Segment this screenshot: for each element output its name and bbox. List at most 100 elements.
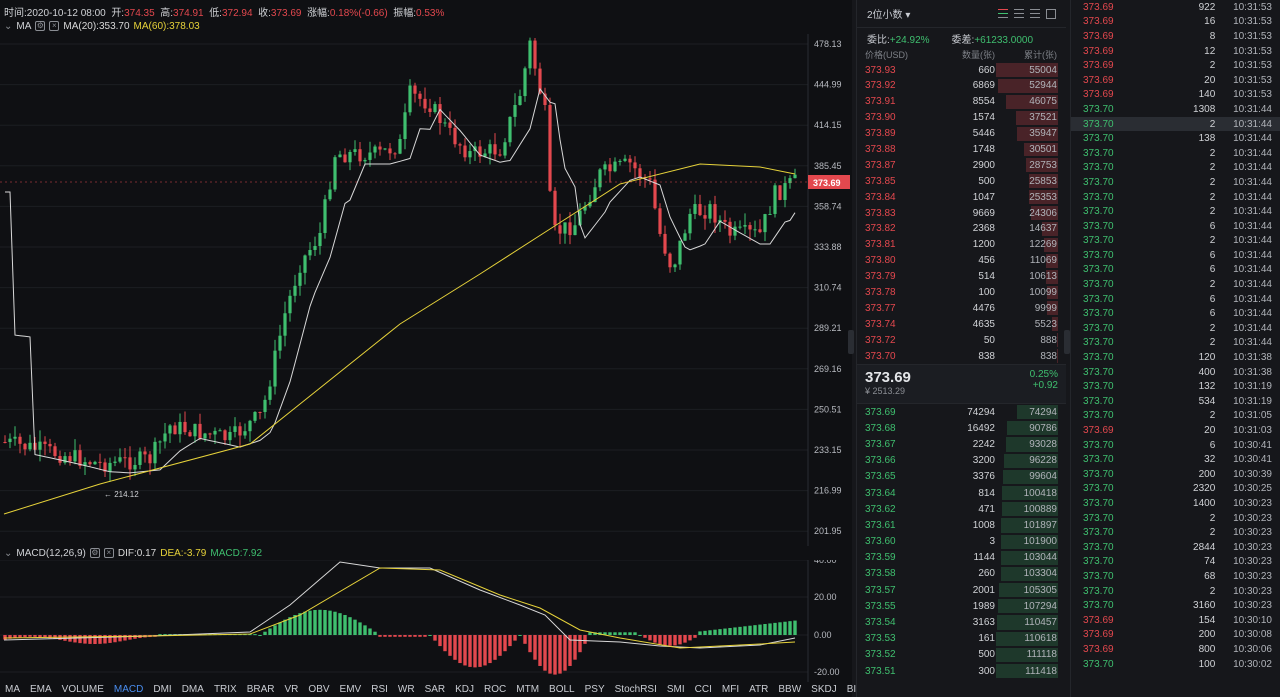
indicator-tab-obv[interactable]: OBV: [308, 684, 330, 695]
ask-row[interactable]: 373.87 2900 28753: [857, 157, 1066, 173]
ask-row[interactable]: 373.78 100 10099: [857, 285, 1066, 301]
collapse-chevron-icon[interactable]: ⌄: [4, 20, 13, 32]
candle: [218, 428, 222, 432]
close-icon[interactable]: ×: [103, 548, 114, 558]
collapse-chevron-icon[interactable]: ⌄: [4, 547, 13, 559]
bid-row[interactable]: 373.54 3163 110457: [857, 614, 1066, 630]
bid-row[interactable]: 373.58 260 103304: [857, 566, 1066, 582]
trade-time: 10:31:19: [1233, 395, 1272, 407]
indicator-tab-bbw[interactable]: BBW: [778, 684, 802, 695]
ask-row[interactable]: 373.74 4635 5523: [857, 316, 1066, 332]
macd-bar: [368, 628, 372, 635]
indicator-tab-cci[interactable]: CCI: [694, 684, 712, 695]
trade-quantity: 200: [1198, 468, 1216, 480]
ask-row[interactable]: 373.84 1047 25353: [857, 189, 1066, 205]
indicator-tab-dma[interactable]: DMA: [181, 684, 204, 695]
book-bids-icon[interactable]: [1014, 8, 1024, 18]
ask-row[interactable]: 373.88 1748 30501: [857, 142, 1066, 158]
bid-row[interactable]: 373.64 814 100418: [857, 485, 1066, 501]
indicator-tab-stochrsi[interactable]: StochRSI: [614, 684, 657, 695]
bid-row[interactable]: 373.52 500 111118: [857, 647, 1066, 663]
expand-icon[interactable]: [1046, 8, 1056, 19]
settings-icon[interactable]: ⚙: [89, 548, 100, 558]
indicator-tab-ema[interactable]: EMA: [30, 684, 52, 695]
indicator-tab-wr[interactable]: WR: [397, 684, 415, 695]
macd-bar: [308, 610, 312, 635]
ask-row[interactable]: 373.70 838 838: [857, 348, 1066, 364]
ask-row[interactable]: 373.90 1574 37521: [857, 110, 1066, 126]
ask-row[interactable]: 373.80 456 11069: [857, 253, 1066, 269]
bid-row[interactable]: 373.59 1144 103044: [857, 550, 1066, 566]
indicator-tab-skdj[interactable]: SKDJ: [811, 684, 837, 695]
trade-row: 373.70 2 10:31:44: [1071, 146, 1280, 161]
macd-chart[interactable]: 40.00 20.00 0.00 -20.00: [0, 560, 852, 682]
indicator-tab-rsi[interactable]: RSI: [371, 684, 388, 695]
order-amount: 3376: [972, 471, 995, 483]
ask-row[interactable]: 373.89 5446 35947: [857, 126, 1066, 142]
bid-row[interactable]: 373.68 16492 90786: [857, 420, 1066, 436]
indicator-tab-mfi[interactable]: MFI: [721, 684, 740, 695]
trade-row: 373.70 2 10:31:44: [1071, 116, 1280, 132]
high-value: 374.91: [173, 8, 204, 19]
trade-price: 373.70: [1083, 220, 1114, 232]
ask-row[interactable]: 373.93 660 55004: [857, 62, 1066, 78]
ask-row[interactable]: 373.85 500 25853: [857, 173, 1066, 189]
ask-row[interactable]: 373.81 1200 12269: [857, 237, 1066, 253]
candle: [98, 453, 102, 471]
precision-select[interactable]: 2位小数 ▾: [867, 6, 910, 21]
indicator-tab-kdj[interactable]: KDJ: [455, 684, 475, 695]
indicator-tab-macd[interactable]: MACD: [113, 684, 144, 695]
bid-row[interactable]: 373.51 300 111418: [857, 663, 1066, 679]
close-icon[interactable]: ×: [49, 21, 60, 31]
bid-row[interactable]: 373.55 1989 107294: [857, 598, 1066, 614]
indicator-tab-atr[interactable]: ATR: [749, 684, 769, 695]
trade-quantity: 2: [1209, 60, 1216, 72]
indicator-tab-vr[interactable]: VR: [284, 684, 299, 695]
macd-bar: [703, 630, 707, 635]
indicator-tab-psy[interactable]: PSY: [584, 684, 605, 695]
panel-resize-handle[interactable]: [1064, 330, 1070, 354]
order-price: 373.89: [865, 128, 896, 140]
book-asks-icon[interactable]: [1030, 8, 1040, 18]
bid-row[interactable]: 373.53 161 110618: [857, 631, 1066, 647]
trade-time: 10:31:53: [1233, 74, 1272, 86]
ask-row[interactable]: 373.77 4476 9999: [857, 300, 1066, 316]
bid-row[interactable]: 373.66 3200 96228: [857, 453, 1066, 469]
bid-row[interactable]: 373.62 471 100889: [857, 501, 1066, 517]
indicator-tab-sar[interactable]: SAR: [424, 684, 446, 695]
ask-row[interactable]: 373.92 6869 52944: [857, 78, 1066, 94]
depth-bar: [1044, 237, 1058, 252]
book-both-icon[interactable]: [998, 8, 1008, 18]
indicator-tab-brar[interactable]: BRAR: [246, 684, 275, 695]
ask-row[interactable]: 373.79 514 10613: [857, 269, 1066, 285]
trade-quantity: 800: [1198, 643, 1216, 655]
bid-row[interactable]: 373.60 3 101900: [857, 534, 1066, 550]
indicator-tab-dmi[interactable]: DMI: [153, 684, 172, 695]
ask-row[interactable]: 373.83 9669 24306: [857, 205, 1066, 221]
settings-icon[interactable]: ⚙: [35, 21, 46, 31]
ask-row[interactable]: 373.91 8554 46075: [857, 94, 1066, 110]
indicator-tab-smi[interactable]: SMI: [666, 684, 685, 695]
candle: [348, 149, 352, 171]
indicator-tab-mtm[interactable]: MTM: [516, 684, 540, 695]
indicator-tab-emv[interactable]: EMV: [339, 684, 362, 695]
candle: [388, 142, 392, 160]
price-chart[interactable]: 478.13 444.99 414.15 385.45 358.74 333.88 310.…: [0, 34, 852, 546]
panel-resize-handle[interactable]: [848, 330, 854, 354]
candle: [208, 432, 212, 439]
bid-row[interactable]: 373.65 3376 99604: [857, 469, 1066, 485]
bid-row[interactable]: 373.67 2242 93028: [857, 436, 1066, 452]
indicator-tab-ma[interactable]: MA: [5, 684, 20, 695]
indicator-tab-volume[interactable]: VOLUME: [61, 684, 104, 695]
depth-bar: [996, 647, 1058, 662]
indicator-tab-trix[interactable]: TRIX: [213, 684, 237, 695]
bid-row[interactable]: 373.57 2001 105305: [857, 582, 1066, 598]
chart-panel[interactable]: 时间:2020-10-12 08:00 开:374.35 高:374.91 低:…: [0, 0, 870, 697]
ask-row[interactable]: 373.82 2368 14637: [857, 221, 1066, 237]
indicator-tab-roc[interactable]: ROC: [484, 684, 507, 695]
bid-row[interactable]: 373.69 74294 74294: [857, 404, 1066, 420]
bid-row[interactable]: 373.61 1008 101897: [857, 517, 1066, 533]
indicator-tab-boll[interactable]: BOLL: [549, 684, 575, 695]
ask-row[interactable]: 373.72 50 888: [857, 332, 1066, 348]
order-amount: 1008: [972, 519, 995, 531]
